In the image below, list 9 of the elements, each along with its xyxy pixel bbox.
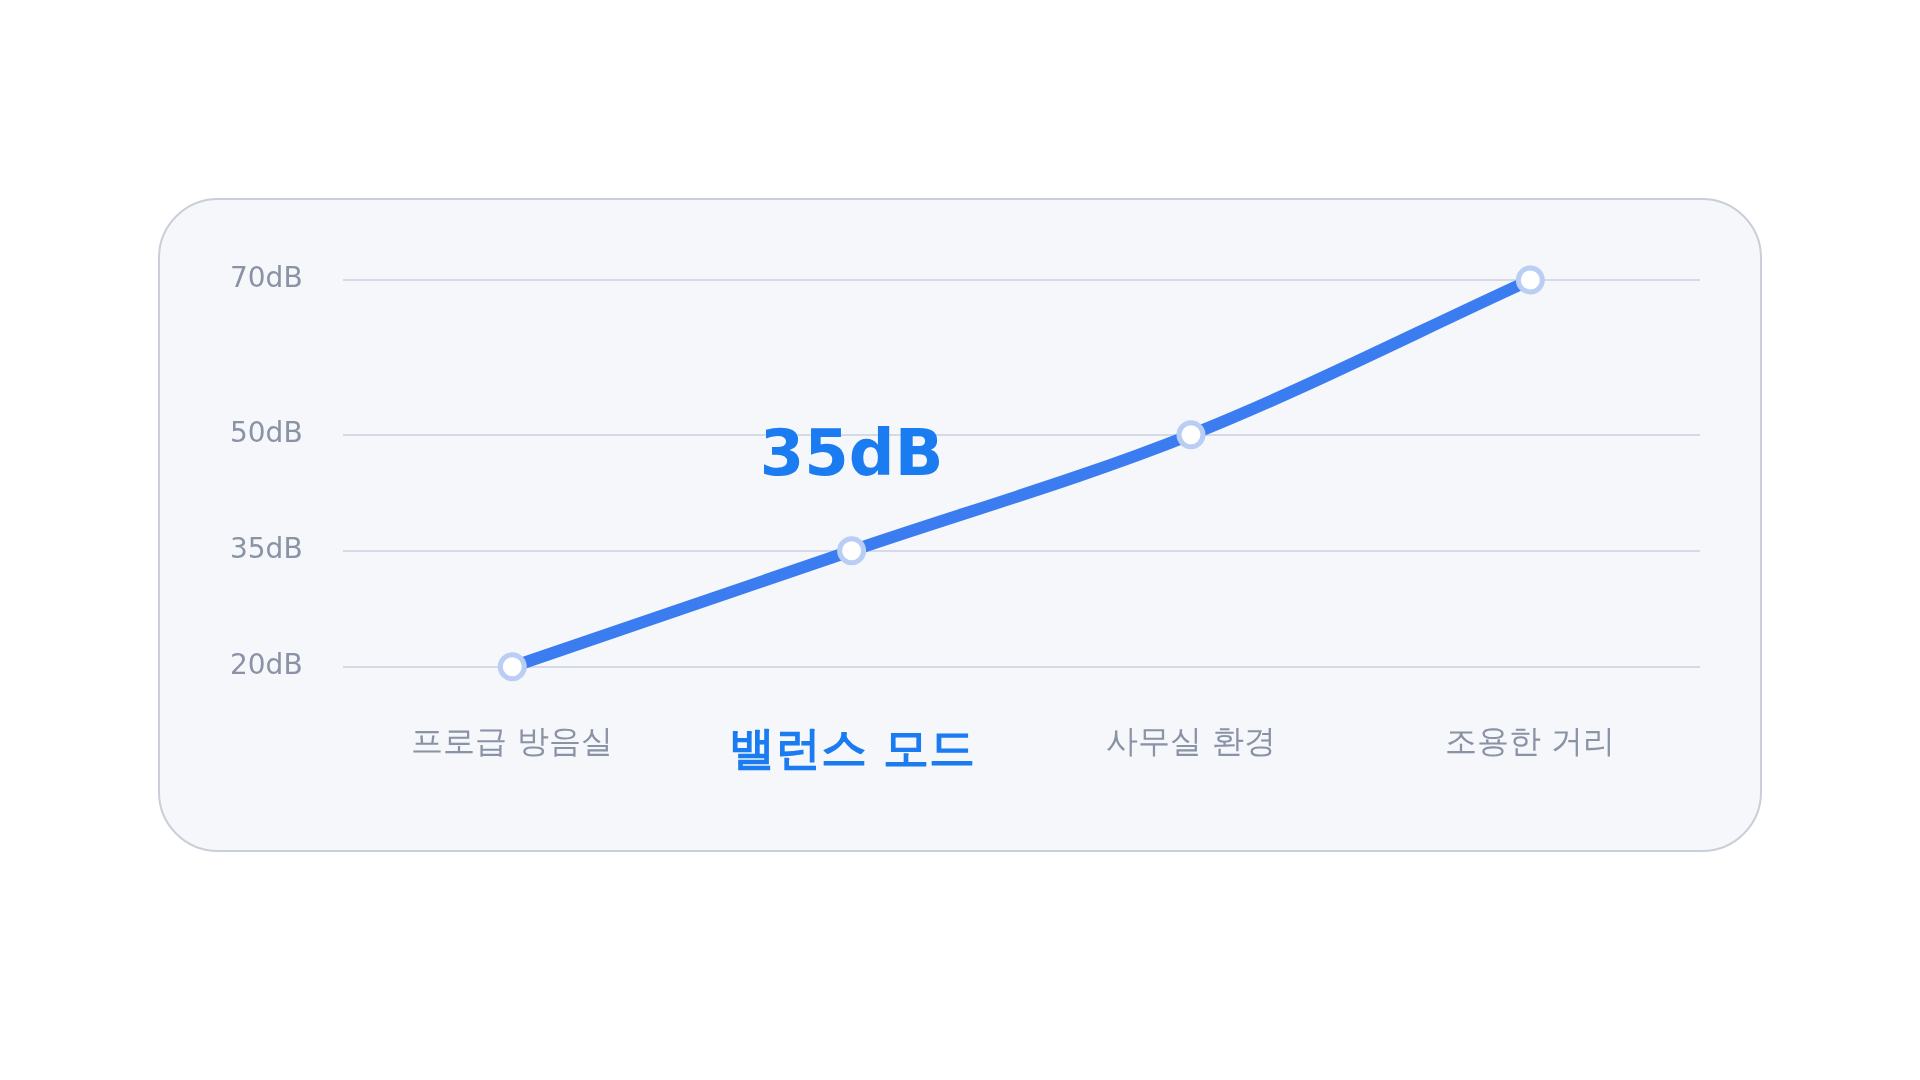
y-tick-label: 70dB <box>229 261 303 295</box>
annotation: 35dB <box>759 416 944 491</box>
x-tick-label: 프로급 방음실 <box>411 722 614 761</box>
y-tick-label: 50dB <box>229 416 303 449</box>
x-tick-label: 사무실 환경 <box>1105 722 1277 761</box>
x-tick-label: 조용한 거리 <box>1445 722 1616 761</box>
y-tick-label: 35dB <box>229 532 303 566</box>
x-tick-label: 밸런스 모드 <box>728 721 975 776</box>
y-tick-label: 20dB <box>229 648 303 682</box>
